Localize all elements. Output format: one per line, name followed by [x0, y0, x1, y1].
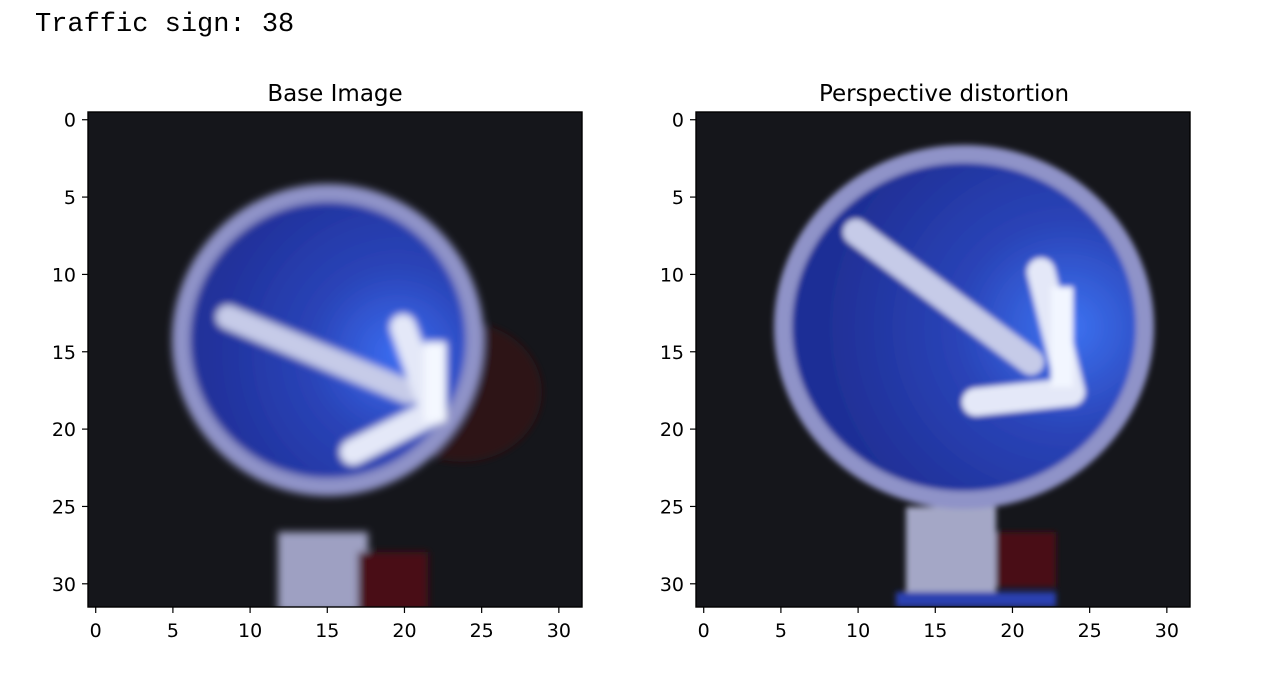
y-tick-label: 25 [52, 496, 76, 518]
x-axis-ticks: 0 5 10 15 20 25 30 [90, 607, 571, 642]
y-axis-ticks: 0 5 10 15 20 25 30 [52, 110, 88, 596]
x-tick-label: 25 [1078, 620, 1102, 642]
x-tick-label: 0 [90, 620, 102, 642]
y-tick-label: 20 [660, 419, 684, 441]
y-tick-label: 10 [52, 264, 76, 286]
x-tick-label: 25 [470, 620, 494, 642]
panel-base-image: Base Image 0 5 10 15 20 25 30 0 5 10 15 20 25 30 [52, 81, 583, 642]
panel-title: Perspective distortion [819, 81, 1069, 107]
x-tick-label: 15 [315, 620, 339, 642]
panel-title: Base Image [267, 81, 402, 107]
x-tick-label: 20 [1000, 620, 1024, 642]
y-tick-label: 15 [52, 342, 76, 364]
y-tick-label: 0 [672, 110, 684, 132]
distorted-image [695, 111, 1191, 608]
x-tick-label: 0 [698, 620, 710, 642]
x-tick-label: 30 [547, 620, 571, 642]
y-tick-label: 10 [660, 264, 684, 286]
y-tick-label: 15 [660, 342, 684, 364]
y-tick-label: 30 [660, 574, 684, 596]
y-tick-label: 5 [672, 187, 684, 209]
x-tick-label: 5 [775, 620, 787, 642]
x-tick-label: 10 [238, 620, 262, 642]
y-axis-ticks: 0 5 10 15 20 25 30 [660, 110, 696, 596]
x-tick-label: 20 [392, 620, 416, 642]
x-axis-ticks: 0 5 10 15 20 25 30 [698, 607, 1179, 642]
y-tick-label: 30 [52, 574, 76, 596]
x-tick-label: 5 [167, 620, 179, 642]
panel-perspective-distortion: Perspective distortion 0 5 10 15 20 25 30 0 5 10… [660, 81, 1191, 642]
x-tick-label: 15 [923, 620, 947, 642]
y-tick-label: 20 [52, 419, 76, 441]
base-image [87, 111, 583, 608]
x-tick-label: 30 [1155, 620, 1179, 642]
y-tick-label: 25 [660, 496, 684, 518]
y-tick-label: 0 [64, 110, 76, 132]
heading: Traffic sign: 38 [35, 10, 295, 40]
x-tick-label: 10 [846, 620, 870, 642]
y-tick-label: 5 [64, 187, 76, 209]
